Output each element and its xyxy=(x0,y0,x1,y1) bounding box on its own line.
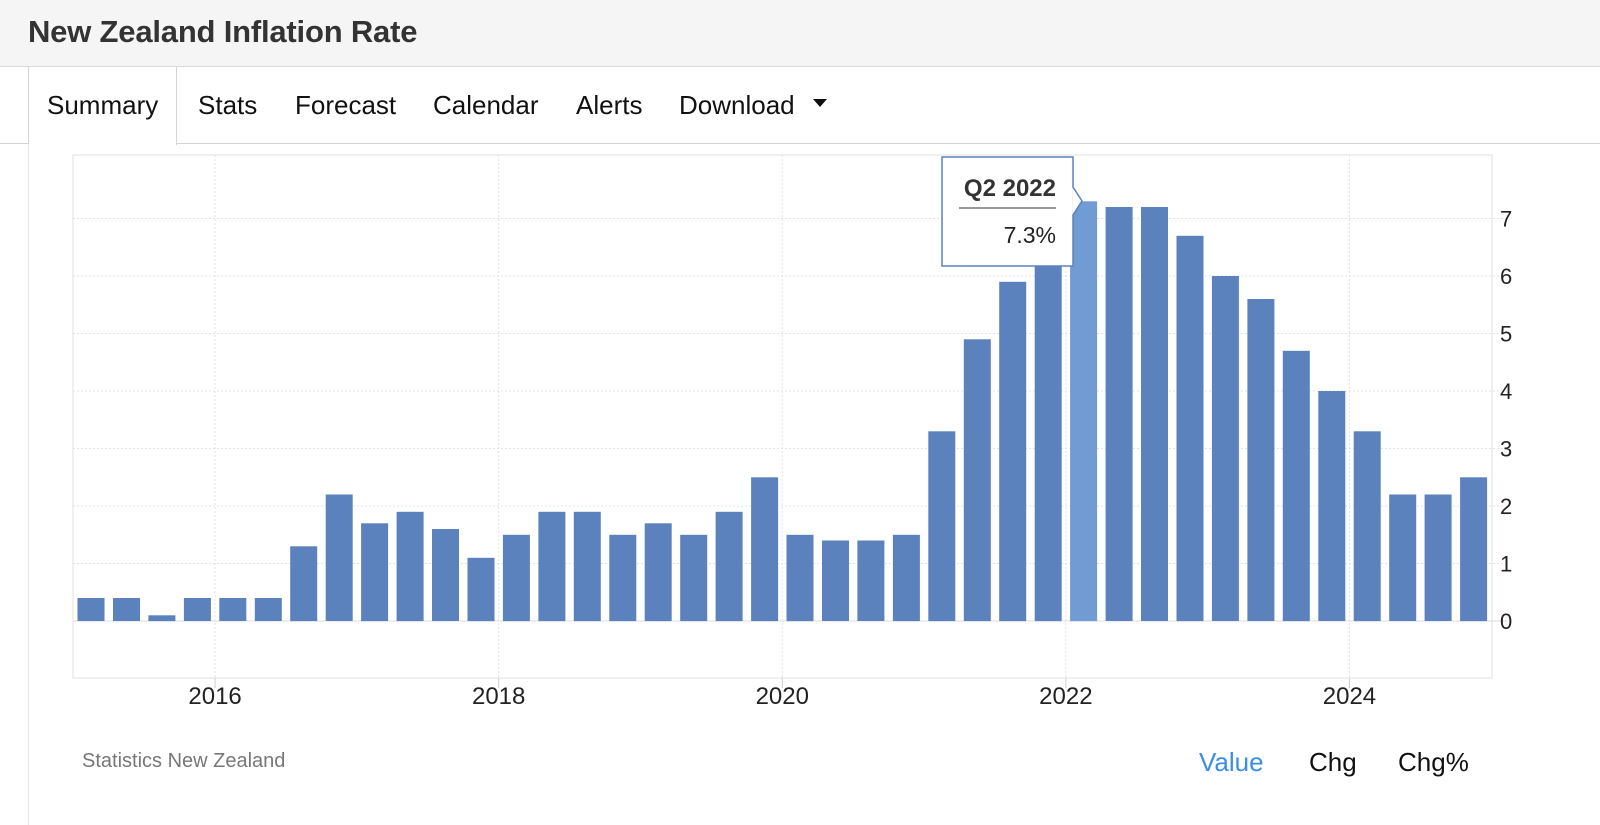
tab-stats[interactable]: Stats xyxy=(198,90,258,120)
bar xyxy=(1460,477,1488,622)
bar xyxy=(77,598,105,621)
y-tick-label: 2 xyxy=(1500,494,1512,519)
bar xyxy=(396,511,424,622)
y-tick-label: 3 xyxy=(1500,437,1512,462)
bar xyxy=(113,598,140,621)
x-tick-label: 2020 xyxy=(756,683,809,710)
tab-summary[interactable]: Summary xyxy=(28,67,178,145)
bar xyxy=(325,494,353,621)
bar xyxy=(502,534,530,622)
bar xyxy=(786,534,814,622)
x-tick-label: 2022 xyxy=(1039,683,1092,710)
y-tick-label: 5 xyxy=(1500,322,1512,347)
mode-value-button[interactable]: Value xyxy=(1199,747,1264,777)
tab-calendar[interactable]: Calendar xyxy=(433,90,539,120)
y-tick-label: 1 xyxy=(1500,552,1512,577)
chart-axes: 0 1 2 3 4 5 6 7 2016 2018 2020 2022 2024 xyxy=(188,207,1512,711)
content-border xyxy=(28,144,29,825)
tooltip-value: 7.3% xyxy=(1004,222,1056,248)
tooltip-pointer xyxy=(1072,187,1082,215)
page-title: New Zealand Inflation Rate xyxy=(28,14,418,49)
bar xyxy=(751,477,779,622)
data-source: Statistics New Zealand xyxy=(82,750,286,772)
x-tick-label: 2018 xyxy=(472,683,525,710)
tab-alerts[interactable]: Alerts xyxy=(576,90,643,120)
bar xyxy=(928,431,956,622)
bar xyxy=(219,598,247,621)
tab-bar: Summary Stats Forecast Calendar Alerts D… xyxy=(0,67,1600,145)
bar xyxy=(1318,391,1346,621)
bar xyxy=(1141,207,1168,621)
x-tick-label: 2024 xyxy=(1323,683,1376,710)
bar xyxy=(1424,494,1452,621)
bar xyxy=(715,511,743,622)
bar xyxy=(467,557,495,622)
bar xyxy=(183,598,211,621)
y-tick-label: 7 xyxy=(1500,207,1512,232)
bar xyxy=(1105,207,1133,621)
tab-forecast[interactable]: Forecast xyxy=(295,90,397,120)
mode-chg-percent-button[interactable]: Chg% xyxy=(1398,747,1469,777)
tooltip-label: Q2 2022 xyxy=(964,175,1056,202)
y-tick-label: 4 xyxy=(1500,379,1512,404)
x-tick-label: 2016 xyxy=(188,683,241,710)
y-tick-label: 6 xyxy=(1500,264,1512,289)
bar xyxy=(1070,201,1098,622)
title-bar: New Zealand Inflation Rate xyxy=(0,0,1600,67)
bar xyxy=(538,511,566,622)
mode-chg-button[interactable]: Chg xyxy=(1309,747,1357,777)
bar xyxy=(290,546,318,622)
bar xyxy=(609,534,637,622)
bar xyxy=(1353,431,1381,622)
tooltip-box xyxy=(941,156,1074,267)
bar xyxy=(822,540,849,621)
bar xyxy=(963,339,991,622)
bar xyxy=(1389,494,1417,621)
chart-bars xyxy=(77,201,1488,622)
bar xyxy=(1176,235,1204,622)
tab-download[interactable]: Download xyxy=(679,67,827,144)
caret-down-icon xyxy=(812,99,827,108)
bar xyxy=(148,615,176,622)
bar xyxy=(432,529,459,621)
bar xyxy=(1282,350,1310,622)
bar xyxy=(644,523,672,622)
bar xyxy=(857,540,885,621)
bar xyxy=(1034,224,1062,622)
tooltip-pointer-edge xyxy=(1072,186,1083,216)
tab-download-label: Download xyxy=(679,90,795,120)
chart-tooltip: Q2 2022 7.3% xyxy=(941,156,1083,267)
y-tick-label: 0 xyxy=(1500,609,1512,634)
inflation-bar-chart: 0 1 2 3 4 5 6 7 2016 2018 2020 2022 2024 Q2 2022 7.3% xyxy=(72,154,1512,711)
bar xyxy=(680,534,708,622)
bar xyxy=(1211,276,1239,621)
bar xyxy=(254,598,282,621)
bar xyxy=(892,534,920,622)
bar xyxy=(999,281,1027,622)
bar xyxy=(361,523,389,622)
bar xyxy=(573,511,601,622)
bar xyxy=(1247,299,1275,621)
